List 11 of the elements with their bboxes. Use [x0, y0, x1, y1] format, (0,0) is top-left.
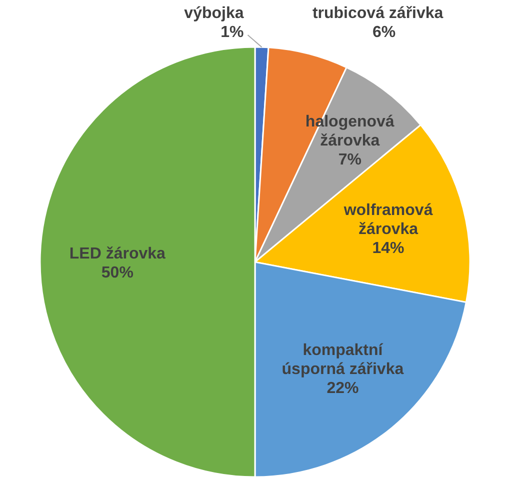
- data-label: 50%: [101, 264, 134, 282]
- slice-label: LED žárovka: [69, 246, 166, 262]
- slice-label: kompaktní úsporná zářivka: [282, 342, 404, 378]
- data-label: 7%: [338, 152, 362, 169]
- slice-label: wolframová žárovka: [342, 202, 433, 238]
- slice-label: výbojka: [184, 5, 244, 22]
- data-label: 14%: [372, 240, 404, 257]
- slice-label: trubicová zářivka: [312, 5, 444, 22]
- data-label: 6%: [372, 24, 396, 41]
- data-label: 1%: [220, 24, 244, 41]
- data-label: 22%: [326, 380, 359, 398]
